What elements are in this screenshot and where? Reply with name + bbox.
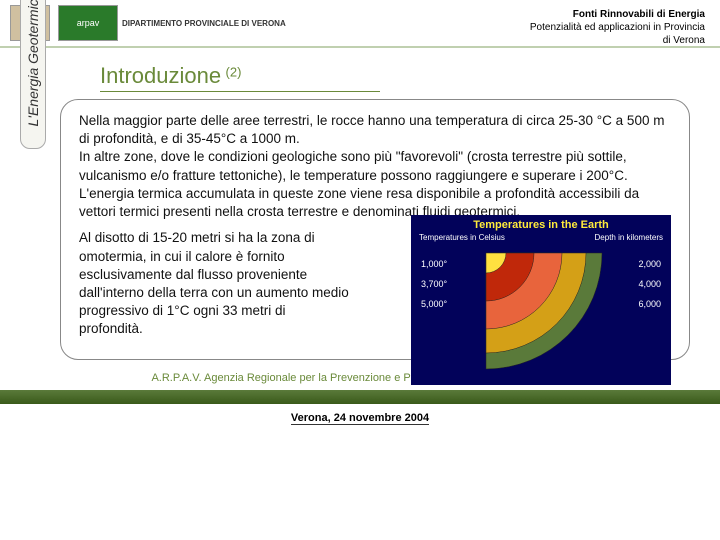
header-title: Fonti Rinnovabili di Energia Potenzialit… (530, 8, 705, 47)
depth-scale: 2,0004,0006,000 (638, 255, 661, 314)
earth-layers-svg (476, 243, 606, 373)
figure-title: Temperatures in the Earth (411, 215, 671, 231)
sidebar-label: L'Energia Geotermica (20, 0, 46, 149)
figure-background: Temperatures in the Earth Temperatures i… (411, 215, 671, 385)
title-line3: di Verona (530, 34, 705, 47)
footer-date: Verona, 24 novembre 2004 (0, 412, 720, 424)
paragraph-2: In altre zone, dove le condizioni geolog… (79, 148, 671, 184)
title-line2: Potenzialità ed applicazioni in Provinci… (530, 21, 705, 34)
content-wrap: L'Energia Geotermica Nella maggior parte… (60, 99, 690, 360)
section-title-text: Introduzione (100, 63, 221, 88)
section-title-sup: (2) (226, 65, 242, 80)
temperature-scale: 1,000°3,700°5,000° (421, 255, 447, 314)
header-bar: arpav DIPARTIMENTO PROVINCIALE DI VERONA… (0, 0, 720, 48)
paragraph-4: Al disotto di 15-20 metri si ha la zona … (79, 229, 349, 338)
earth-temperature-figure: Temperatures in the Earth Temperatures i… (411, 215, 671, 385)
department-label: DIPARTIMENTO PROVINCIALE DI VERONA (122, 19, 286, 28)
arpav-logo: arpav (58, 5, 118, 41)
left-axis-header: Temperatures in Celsius (419, 233, 505, 242)
main-content-box: Nella maggior parte delle aree terrestri… (60, 99, 690, 360)
paragraph-1: Nella maggior parte delle aree terrestri… (79, 112, 671, 148)
footer-divider-bar (0, 390, 720, 404)
section-title: Introduzione (2) (100, 63, 720, 89)
title-underline (100, 91, 380, 92)
title-line1: Fonti Rinnovabili di Energia (530, 8, 705, 21)
right-axis-header: Depth in kilometers (595, 233, 663, 242)
